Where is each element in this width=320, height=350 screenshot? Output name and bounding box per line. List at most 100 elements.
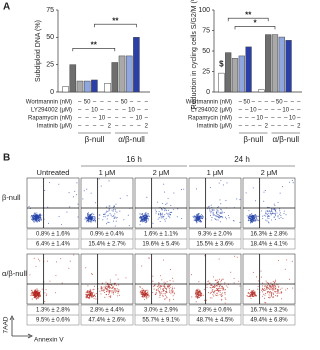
treatment-cell: – — [145, 100, 149, 106]
dot — [227, 286, 229, 288]
dot — [144, 215, 146, 217]
treatment-cell: – — [239, 108, 243, 114]
dot — [254, 293, 256, 295]
row-label: β-null — [2, 193, 21, 202]
dot — [168, 213, 170, 215]
dot — [35, 216, 37, 218]
dot — [89, 290, 91, 292]
dot — [100, 293, 102, 295]
dot — [102, 219, 104, 221]
dot — [280, 291, 282, 293]
dot — [146, 298, 148, 300]
dot — [248, 210, 250, 212]
dot — [210, 212, 212, 214]
dot — [31, 291, 34, 294]
dot — [207, 281, 209, 283]
dot — [108, 295, 110, 297]
dot — [36, 297, 38, 299]
treatment-cell: – — [239, 100, 243, 106]
dot — [157, 218, 159, 220]
dot — [281, 298, 283, 300]
dot — [160, 217, 162, 219]
dot — [253, 217, 255, 219]
dot — [89, 218, 91, 220]
dot — [88, 216, 90, 218]
dot — [47, 206, 49, 208]
treatment-cell: – — [130, 100, 134, 106]
dot — [87, 285, 89, 287]
dot — [34, 291, 36, 293]
treatment-cell: 10 — [91, 108, 98, 114]
stat-upper: 9.3% ± 2.0% — [198, 232, 233, 238]
dot — [292, 182, 294, 184]
dot — [258, 220, 260, 222]
dot — [216, 216, 218, 218]
dot — [34, 212, 36, 214]
dot — [88, 217, 90, 219]
dot — [221, 295, 223, 297]
dot — [270, 294, 273, 296]
dot — [111, 290, 113, 292]
dot — [263, 289, 265, 291]
dot — [173, 298, 175, 300]
dot — [276, 295, 278, 297]
dot — [286, 288, 289, 290]
dot — [101, 282, 103, 284]
treatment-cell: – — [115, 100, 119, 106]
dot — [112, 285, 114, 287]
dot — [148, 257, 150, 259]
stat-lower: 15.4% ± 2.7% — [88, 242, 126, 248]
dot — [164, 282, 167, 284]
dot — [266, 206, 269, 208]
treatment-cell: – — [278, 108, 282, 114]
dot — [75, 194, 78, 196]
dot-cloud — [139, 257, 176, 302]
dot — [100, 285, 102, 288]
dot — [250, 297, 252, 299]
row-label: α/β-null — [2, 269, 27, 278]
dot — [102, 213, 105, 215]
dot — [159, 294, 161, 296]
dot — [170, 291, 172, 293]
dot — [55, 275, 57, 277]
dot — [221, 287, 223, 289]
time-label: 16 h — [126, 155, 142, 164]
dot — [162, 203, 164, 205]
dot — [248, 218, 251, 220]
figure: A B 0 25 50 75 Subdiploid DNA (%) ** ** Wortman… — [2, 0, 302, 344]
dot — [267, 287, 269, 289]
dot — [36, 215, 38, 217]
dot — [103, 291, 106, 294]
dot — [35, 215, 37, 218]
dot — [199, 294, 201, 296]
bar — [91, 79, 98, 93]
dot — [61, 224, 63, 226]
dot — [222, 287, 224, 289]
dot — [93, 297, 95, 299]
dot — [100, 289, 102, 291]
dot — [41, 288, 43, 290]
dot — [167, 215, 169, 217]
dot — [40, 220, 42, 222]
dot — [54, 292, 57, 294]
dot — [107, 221, 109, 223]
dot — [220, 290, 222, 292]
dot — [107, 285, 109, 287]
dot — [234, 255, 236, 257]
dot — [98, 218, 100, 220]
dot — [274, 279, 277, 281]
dot — [221, 285, 223, 287]
group-label: β-null — [243, 135, 263, 144]
dot — [219, 284, 221, 286]
treatment-cell: 50 — [276, 100, 283, 106]
dot — [257, 280, 259, 282]
dot — [33, 297, 35, 299]
dot — [155, 291, 157, 293]
dot — [272, 208, 274, 210]
dot — [278, 292, 280, 294]
dot — [218, 278, 220, 280]
dot — [212, 276, 214, 278]
dot — [197, 288, 199, 290]
dot — [218, 182, 220, 184]
dot — [183, 188, 185, 190]
